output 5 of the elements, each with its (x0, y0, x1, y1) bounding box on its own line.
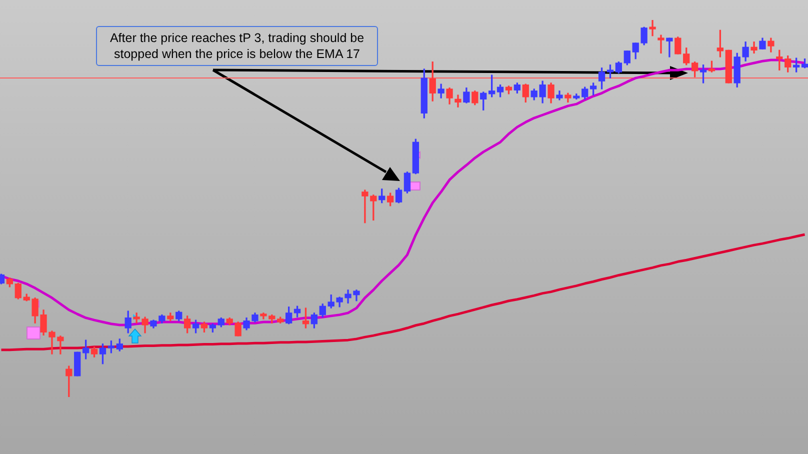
candlestick (454, 94, 462, 108)
candlestick (666, 38, 673, 58)
candlestick (649, 20, 656, 36)
candlestick (658, 34, 664, 54)
annotation: After the price reaches tP 3, trading should be stopped when the price is below the EMA 17 (96, 26, 378, 66)
